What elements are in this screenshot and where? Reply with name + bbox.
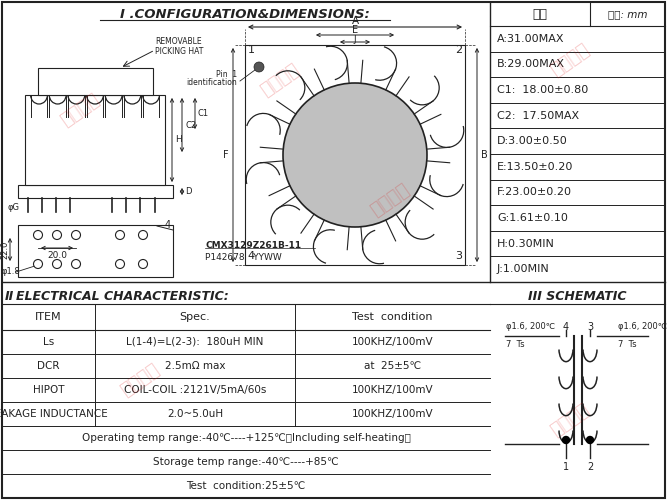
Text: REMOVABLE: REMOVABLE [155,38,201,46]
Text: F:23.00±0.20: F:23.00±0.20 [497,188,572,198]
Text: 单位: mm: 单位: mm [608,9,648,19]
Text: 2.5mΩ max: 2.5mΩ max [165,361,225,371]
Text: D: D [185,188,191,196]
Text: DCR: DCR [37,361,60,371]
Text: Pin  1: Pin 1 [216,70,237,79]
Circle shape [283,83,427,227]
Text: φ1.6, 200℃: φ1.6, 200℃ [506,322,555,331]
Text: HIPOT: HIPOT [33,385,64,395]
Circle shape [71,230,81,239]
Text: D:3.00±0.50: D:3.00±0.50 [497,136,568,146]
Text: E: E [352,25,358,35]
Bar [38,68,153,95]
Text: 4: 4 [247,251,255,261]
Text: C2: C2 [185,120,196,130]
Text: H:0.30MIN: H:0.30MIN [497,238,555,248]
Text: 20.0: 20.0 [47,250,67,260]
Text: 尺寸: 尺寸 [532,8,548,20]
Text: Storage temp range:-40℃----+85℃: Storage temp range:-40℃----+85℃ [153,457,339,467]
Bar [25,95,165,185]
Text: Test  condition: Test condition [352,312,433,322]
Circle shape [254,62,264,72]
Text: 3: 3 [587,322,593,332]
Circle shape [586,436,594,444]
Text: A:31.00MAX: A:31.00MAX [497,34,564,44]
Text: Spec.: Spec. [179,312,210,322]
Circle shape [53,260,61,268]
Text: φG: φG [8,202,20,211]
Text: 7  Ts: 7 Ts [618,340,636,349]
Text: J:1.00MIN: J:1.00MIN [497,264,550,274]
Text: P142678   YYWW: P142678 YYWW [205,252,281,262]
Bar [18,225,173,277]
Text: L(1-4)=L(2-3):  180uH MIN: L(1-4)=L(2-3): 180uH MIN [126,337,263,347]
Bar [245,45,465,265]
Text: 深凯必达: 深凯必达 [57,90,103,130]
Text: ELECTRICAL CHARACTERISTIC:: ELECTRICAL CHARACTERISTIC: [16,290,229,303]
Circle shape [139,230,147,239]
Text: Ls: Ls [43,337,54,347]
Text: 深凯必达: 深凯必达 [547,40,593,80]
Text: J: J [354,34,356,43]
Circle shape [562,436,570,444]
Text: Test  condition:25±5℃: Test condition:25±5℃ [186,481,305,491]
Text: B: B [481,150,488,160]
Text: 4: 4 [165,220,171,230]
Text: φ1.6, 200℃: φ1.6, 200℃ [618,322,667,331]
Text: C2:  17.50MAX: C2: 17.50MAX [497,110,579,120]
Circle shape [33,260,43,268]
Text: 22.0: 22.0 [1,241,9,259]
Text: II: II [5,290,14,303]
Circle shape [71,260,81,268]
Circle shape [115,230,125,239]
Text: CMX3129Z261B-11: CMX3129Z261B-11 [205,240,301,250]
Text: 2.0~5.0uH: 2.0~5.0uH [167,409,223,419]
Text: COIL-COIL :2121V/5mA/60s: COIL-COIL :2121V/5mA/60s [124,385,266,395]
Text: 深凯必达: 深凯必达 [547,400,593,440]
Text: 100KHZ/100mV: 100KHZ/100mV [352,409,434,419]
Text: III SCHEMATIC: III SCHEMATIC [528,290,626,303]
Text: 深凯必达: 深凯必达 [117,360,163,400]
Text: PICKING HAT: PICKING HAT [155,46,203,56]
Text: 100KHZ/100mV: 100KHZ/100mV [352,385,434,395]
Circle shape [115,260,125,268]
Text: LEAKAGE INDUCTANCE: LEAKAGE INDUCTANCE [0,409,108,419]
Circle shape [139,260,147,268]
Text: 1: 1 [563,462,569,472]
Text: Operating temp range:-40℃----+125℃（Including self-heating）: Operating temp range:-40℃----+125℃（Inclu… [81,433,410,443]
Text: 1: 1 [247,45,255,55]
Text: ITEM: ITEM [35,312,62,322]
Text: 7  Ts: 7 Ts [506,340,525,349]
Bar [18,185,173,198]
Text: at  25±5℃: at 25±5℃ [364,361,421,371]
Text: G:1.61±0.10: G:1.61±0.10 [497,213,568,223]
Text: identification: identification [186,78,237,87]
Text: F: F [223,150,229,160]
Text: C1:  18.00±0.80: C1: 18.00±0.80 [497,85,588,95]
Circle shape [33,230,43,239]
Text: 深凯必达: 深凯必达 [257,60,303,100]
Text: 2: 2 [587,462,593,472]
Text: I .CONFIGURATION&DIMENSIONS:: I .CONFIGURATION&DIMENSIONS: [120,8,370,22]
Text: C1: C1 [198,110,209,118]
Text: 深凯必达: 深凯必达 [368,180,413,220]
Text: H: H [175,136,181,144]
Text: φ1.8: φ1.8 [2,268,21,276]
Text: 3: 3 [456,251,462,261]
Text: A: A [352,16,359,26]
Text: B:29.00MAX: B:29.00MAX [497,60,565,70]
Text: E:13.50±0.20: E:13.50±0.20 [497,162,574,172]
Text: 4: 4 [563,322,569,332]
Text: 100KHZ/100mV: 100KHZ/100mV [352,337,434,347]
Text: 2: 2 [456,45,462,55]
Circle shape [53,230,61,239]
